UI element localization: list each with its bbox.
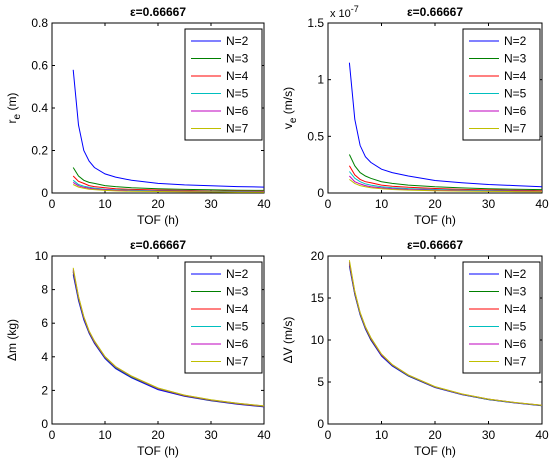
legend: N=2 N=3 N=4 N=5 N=6 N=7 (184, 261, 263, 374)
legend-box (184, 261, 263, 374)
legend-label: N=6 (226, 337, 249, 351)
series-line-N-2 (348, 62, 543, 188)
chart-panel-4: ε=0.66667 0 10 20 30 40 0 5 10 15 20 TOF (h) ΔV (m/s… (281, 238, 549, 458)
x-tick-label: 30 (482, 428, 496, 442)
series-line-N-7 (72, 184, 264, 193)
axis-exponent-label: x 10-7 (330, 4, 359, 20)
legend: N=2 N=3 N=4 N=5 N=6 N=7 (184, 28, 263, 141)
legend-label: N=2 (504, 267, 527, 281)
legend-label: N=4 (504, 302, 527, 316)
chart-title: ε=0.66667 (407, 5, 463, 19)
chart-panel-2: ε=0.66667 0 10 20 30 40 0 0.5 1 1.5 TOF (h) ve (m/s… (281, 4, 549, 227)
legend-label: N=4 (226, 302, 249, 316)
x-tick-label: 0 (325, 197, 332, 211)
x-tick-label: 30 (482, 197, 496, 211)
x-tick-label: 40 (535, 428, 549, 442)
series-line-N-7 (348, 260, 543, 406)
chart-title: ε=0.66667 (130, 5, 186, 19)
x-tick-label: 30 (204, 428, 218, 442)
x-tick-label: 30 (204, 197, 218, 211)
legend-label: N=6 (226, 104, 249, 118)
y-tick-label: 4 (41, 350, 48, 364)
y-tick-label: 8 (41, 283, 48, 297)
series-line-N-3 (348, 154, 543, 191)
legend-label: N=6 (504, 337, 527, 351)
x-tick-label: 20 (428, 428, 442, 442)
legend-label: N=5 (226, 320, 249, 334)
x-tick-label: 10 (375, 197, 389, 211)
x-axis-label: TOF (h) (414, 213, 456, 227)
y-tick-label: 5 (317, 375, 324, 389)
legend-label: N=7 (226, 122, 249, 136)
x-axis-label: TOF (h) (137, 444, 179, 458)
legend-label: N=3 (504, 285, 527, 299)
x-tick-label: 0 (49, 197, 56, 211)
y-tick-label: 1.5 (307, 16, 324, 30)
chart-title: ε=0.66667 (130, 238, 186, 252)
y-tick-label: 20 (311, 249, 325, 263)
legend-label: N=2 (504, 34, 527, 48)
y-tick-label: 6 (41, 316, 48, 330)
x-tick-label: 0 (325, 428, 332, 442)
legend-label: N=7 (504, 122, 527, 136)
legend-box (184, 28, 263, 141)
series-line-N-7 (72, 267, 265, 407)
x-tick-label: 10 (98, 428, 112, 442)
legend-label: N=4 (226, 69, 249, 83)
legend-box (462, 28, 541, 141)
chart-title: ε=0.66667 (407, 238, 463, 252)
legend-label: N=3 (504, 52, 527, 66)
y-axis-label: ve (m/s) (281, 87, 299, 129)
series-line-N-2 (72, 69, 265, 188)
y-axis-label: ΔV (m/s) (281, 317, 295, 364)
x-tick-label: 40 (535, 197, 549, 211)
x-tick-label: 20 (151, 428, 165, 442)
series-line-N-3 (72, 167, 265, 191)
y-tick-label: 0 (41, 417, 48, 431)
legend-label: N=7 (226, 355, 249, 369)
series-line-N-7 (349, 178, 543, 193)
y-tick-label: 0.4 (31, 101, 48, 115)
x-axis-label: TOF (h) (414, 444, 456, 458)
x-tick-label: 20 (428, 197, 442, 211)
chart-panel-1: ε=0.66667 0 10 20 30 40 0 0.2 0.4 0.6 0.8 TOF (h) re… (5, 5, 271, 227)
y-tick-label: 10 (311, 333, 325, 347)
y-tick-label: 0.8 (31, 16, 48, 30)
legend-label: N=5 (504, 320, 527, 334)
legend-label: N=2 (226, 34, 249, 48)
legend-label: N=5 (504, 87, 527, 101)
series-line-N-4 (348, 165, 543, 192)
legend: N=2 N=3 N=4 N=5 N=6 N=7 (462, 261, 541, 374)
legend-label: N=7 (504, 355, 527, 369)
y-tick-label: 15 (311, 291, 325, 305)
x-axis-label: TOF (h) (137, 213, 179, 227)
y-tick-label: 0 (317, 186, 324, 200)
y-tick-label: 0.5 (307, 129, 324, 143)
x-tick-label: 0 (49, 428, 56, 442)
legend-label: N=4 (504, 69, 527, 83)
chart-panel-3: ε=0.66667 0 10 20 30 40 0 2 4 6 8 10 TOF (h) Δm (kg) N… (5, 238, 271, 458)
legend-label: N=3 (226, 285, 249, 299)
y-axis-label: Δm (kg) (5, 319, 19, 361)
x-tick-label: 10 (98, 197, 112, 211)
y-tick-label: 0 (317, 417, 324, 431)
legend: N=2 N=3 N=4 N=5 N=6 N=7 (462, 28, 541, 141)
y-tick-label: 2 (41, 383, 48, 397)
y-tick-label: 1 (317, 73, 324, 87)
y-tick-label: 10 (35, 249, 49, 263)
y-tick-label: 0 (41, 186, 48, 200)
legend-box (462, 261, 541, 374)
x-tick-label: 40 (257, 428, 271, 442)
x-tick-label: 20 (151, 197, 165, 211)
legend-label: N=6 (504, 104, 527, 118)
legend-label: N=5 (226, 87, 249, 101)
y-axis-label: re (m) (5, 93, 23, 124)
legend-label: N=3 (226, 52, 249, 66)
y-tick-label: 0.6 (31, 59, 48, 73)
x-tick-label: 10 (375, 428, 389, 442)
x-tick-label: 40 (257, 197, 271, 211)
legend-label: N=2 (226, 267, 249, 281)
y-tick-label: 0.2 (31, 144, 48, 158)
